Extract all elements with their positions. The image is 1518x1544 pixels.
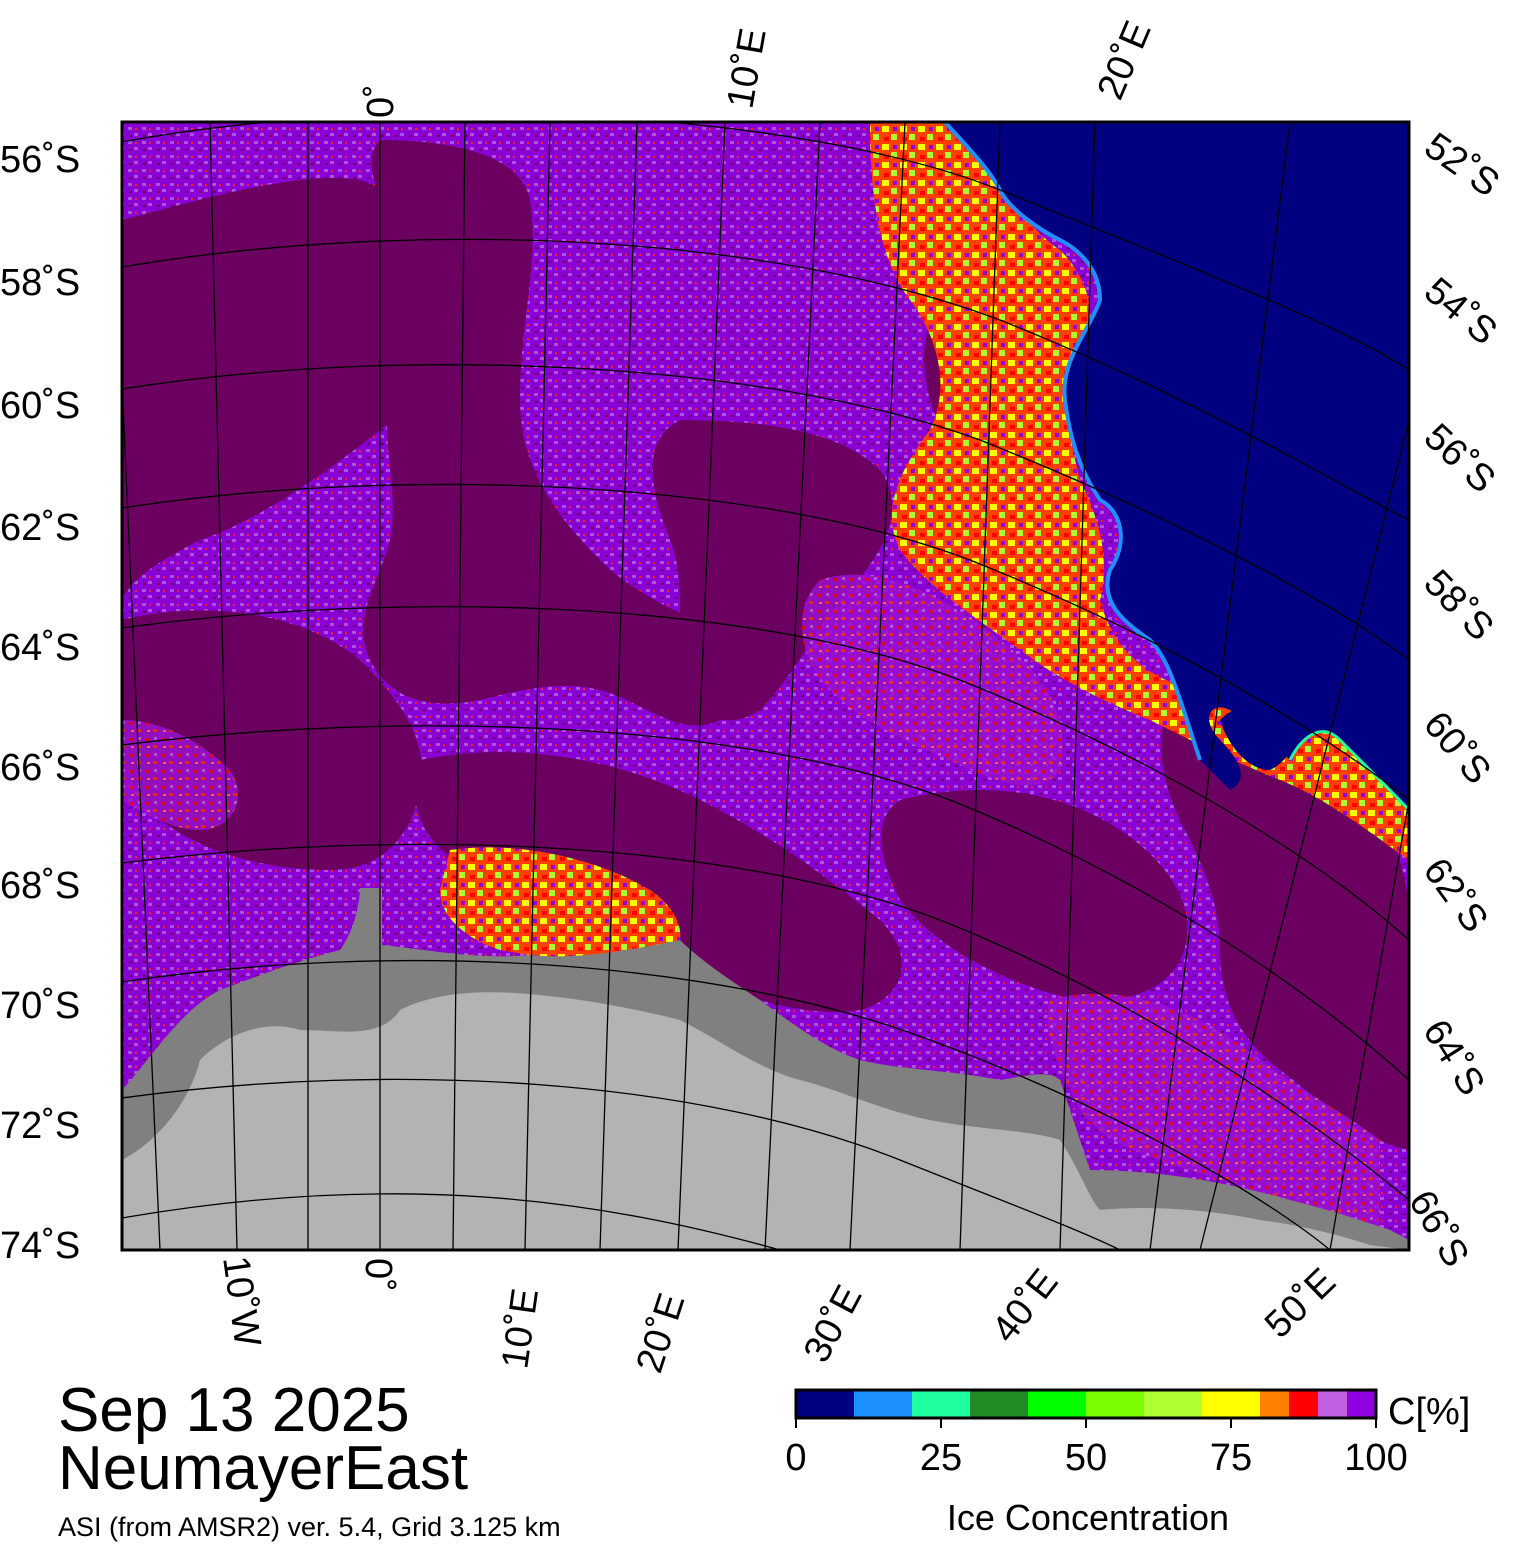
map-frame	[120, 120, 1411, 1252]
open-water-lead	[1220, 705, 1294, 770]
graticule-meridians	[122, 122, 1409, 1250]
lon-label: 20˚E	[629, 1288, 694, 1377]
lat-label: 62˚S	[0, 507, 80, 549]
lat-label: 64˚S	[0, 627, 80, 669]
open-water	[945, 122, 1409, 810]
colorbar-tick-label: 0	[785, 1437, 806, 1479]
colorbar-bin	[1202, 1390, 1260, 1418]
lat-label: 56˚S	[1416, 416, 1503, 501]
high-concentration-region	[652, 420, 893, 721]
colorbar-tick-label: 25	[920, 1437, 962, 1479]
antarctic-land	[122, 992, 1409, 1250]
ice-edge-cyan	[1288, 730, 1409, 812]
lon-label: 0˚	[360, 84, 402, 118]
mixed-concentration-band	[801, 574, 1063, 786]
lat-label: 66˚S	[1400, 1184, 1477, 1275]
lon-label: 0˚	[357, 1258, 399, 1292]
lat-label: 60˚S	[0, 385, 80, 427]
lon-label: 10˚E	[720, 25, 775, 111]
mixed-concentration-band	[122, 720, 239, 830]
colorbar-bin	[1260, 1390, 1289, 1418]
lon-label: 50˚E	[1257, 1260, 1344, 1346]
colorbar-tick-label: 75	[1210, 1437, 1252, 1479]
longitude-labels-top: 0˚ 10˚E 20˚E	[360, 15, 1160, 118]
colorbar-ticks: 0 25 50 75 100	[785, 1418, 1408, 1479]
lat-label: 68˚S	[0, 865, 80, 907]
colorbar-bin	[796, 1390, 854, 1418]
graticule-parallels	[122, 122, 1409, 1250]
mixed-concentration-band	[1047, 993, 1380, 1230]
colorbar-bin	[970, 1390, 1028, 1418]
colorbar-title: Ice Concentration	[947, 1497, 1229, 1538]
lon-label: 30˚E	[796, 1279, 871, 1370]
latitude-labels-left: 56˚S 58˚S 60˚S 62˚S 64˚S 66˚S 68˚S 70˚S …	[0, 139, 80, 1267]
lat-label: 52˚S	[1417, 125, 1507, 205]
colorbar-bin	[854, 1390, 912, 1418]
lat-label: 70˚S	[0, 985, 80, 1027]
lat-label: 58˚S	[1416, 562, 1502, 649]
marginal-ice-zone	[440, 847, 681, 965]
ice-concentration-colorbar	[794, 1388, 1378, 1420]
lon-label: 20˚E	[1090, 15, 1160, 105]
data-source-note: ASI (from AMSR2) ver. 5.4, Grid 3.125 km	[58, 1512, 561, 1542]
longitude-labels-bottom: 10˚W 0˚ 10˚E 20˚E 30˚E 40˚E 50˚E	[214, 1253, 1344, 1377]
colorbar-unit: C[%]	[1388, 1391, 1470, 1433]
lat-label: 60˚S	[1415, 704, 1499, 792]
lat-label: 66˚S	[0, 747, 80, 789]
ice-edge-blue	[943, 122, 1202, 761]
colorbar-tick-label: 50	[1065, 1437, 1107, 1479]
colorbar-bin	[1086, 1390, 1144, 1418]
colorbar-bin	[912, 1390, 970, 1418]
colorbar-tick-label: 100	[1344, 1437, 1407, 1479]
lon-label: 10˚E	[494, 1286, 547, 1371]
colorbar-bin	[1144, 1390, 1202, 1418]
latitude-labels-right: 52˚S 54˚S 56˚S 58˚S 60˚S 62˚S 64˚S 66˚S	[1400, 125, 1506, 1274]
lat-label: 62˚S	[1415, 851, 1496, 941]
colorbar-bin	[1347, 1390, 1376, 1418]
high-concentration-region	[881, 790, 1188, 1000]
colorbar-bin	[1028, 1390, 1086, 1418]
marginal-ice-zone	[870, 122, 1409, 860]
high-concentration-region	[122, 178, 472, 600]
lat-label: 56˚S	[0, 139, 80, 181]
high-concentration-region	[363, 140, 749, 726]
lat-label: 72˚S	[0, 1105, 80, 1147]
colorbar-bin	[1318, 1390, 1347, 1418]
lat-label: 74˚S	[0, 1225, 80, 1267]
map-date: Sep 13 2025	[58, 1376, 410, 1445]
lat-label: 64˚S	[1414, 1013, 1492, 1103]
map-region-name: NeumayerEast	[58, 1434, 469, 1503]
lat-label: 54˚S	[1416, 270, 1504, 354]
lat-label: 58˚S	[0, 262, 80, 304]
lon-label: 40˚E	[984, 1261, 1067, 1350]
colorbar-bin	[1289, 1390, 1318, 1418]
lon-label: 10˚W	[214, 1253, 268, 1349]
